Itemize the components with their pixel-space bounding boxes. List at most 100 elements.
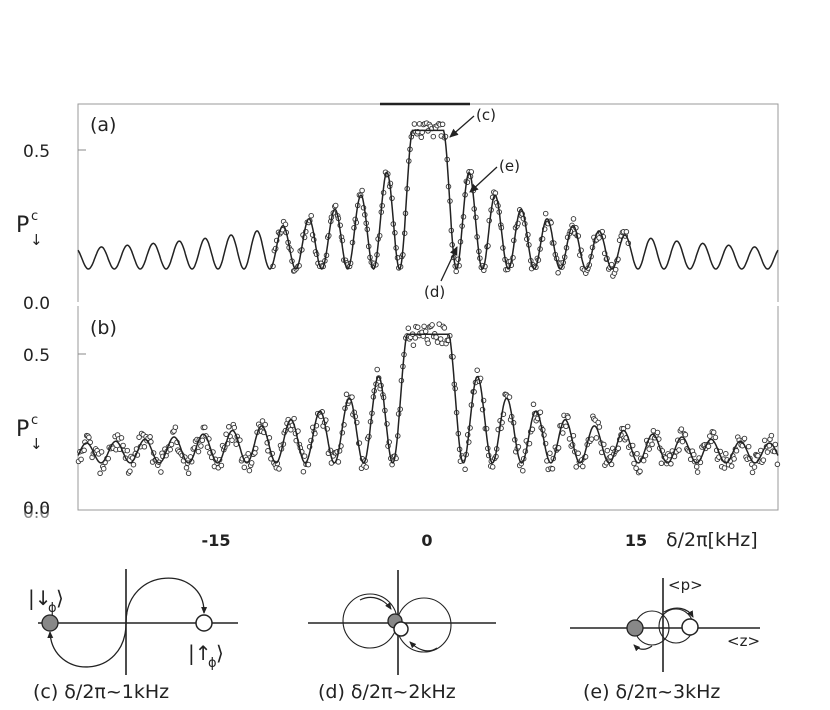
panel-b-data-point xyxy=(462,466,468,473)
panel-a: (a) 0.5 0.0 P c ↓ (c) (e) (d) xyxy=(16,102,779,314)
panel-b-data-point xyxy=(693,463,700,470)
panel-b-data-point xyxy=(637,468,643,475)
panel-b: (b) 0.5 0.0 0.0 P c ↓ -15 0 15 δ/2π[kHz] xyxy=(16,306,781,551)
panel-b-data-point xyxy=(198,443,204,449)
panel-b-data-point xyxy=(127,468,133,474)
panel-b-data-point xyxy=(575,450,581,457)
panel-a-label: (a) xyxy=(90,114,116,136)
panel-b-data-point xyxy=(520,467,526,474)
panel-b-data-point xyxy=(246,467,253,474)
panel-b-data-point xyxy=(768,432,775,439)
svg-text:P: P xyxy=(16,417,29,442)
panel-b-data-point xyxy=(86,434,92,441)
panel-b-data-point xyxy=(760,457,767,463)
panel-b-data-point xyxy=(441,325,448,331)
svg-text:ϕ: ϕ xyxy=(48,601,57,616)
panel-b-data-point xyxy=(580,463,586,470)
panel-a-data-point xyxy=(570,216,577,222)
panel-b-fit-curve xyxy=(77,333,779,464)
panel-b-data-point xyxy=(595,419,601,426)
panel-b-data-point xyxy=(489,464,496,470)
panel-b-data-point xyxy=(183,465,190,471)
svg-text:⟩: ⟩ xyxy=(56,586,64,610)
inset-c-caption: (c) δ/2π~1kHz xyxy=(33,681,169,703)
svg-text:↓: ↓ xyxy=(30,231,43,249)
panel-a-frame xyxy=(77,103,779,302)
inset-c-label-down: |↓ ϕ ⟩ xyxy=(28,586,64,616)
panel-b-data-point xyxy=(631,460,637,467)
panel-b-data-point xyxy=(291,415,297,422)
panel-a-ytick-label-0.5: 0.5 xyxy=(23,142,50,162)
panel-b-data-point xyxy=(241,464,248,471)
panel-a-data-point xyxy=(282,221,289,228)
panel-b-data-point xyxy=(646,446,652,452)
panel-b-data-point xyxy=(658,460,665,467)
panel-a-data-point xyxy=(555,270,561,276)
panel-b-data-point xyxy=(676,447,682,453)
inset-e-arrow-lower xyxy=(633,644,653,652)
panel-b-data-point xyxy=(678,426,685,432)
panel-b-data-point xyxy=(202,424,208,431)
annotation-e: (e) xyxy=(499,157,520,175)
panel-b-data-point xyxy=(231,424,238,431)
xtick-label-15: 15 xyxy=(625,531,647,550)
inset-c-arc-lower xyxy=(47,622,127,668)
panel-a-data-point xyxy=(439,121,446,128)
panel-b-data-point xyxy=(118,435,125,441)
panel-b-frame xyxy=(77,306,779,511)
panel-b-data-point xyxy=(633,465,639,471)
panel-b-data-point xyxy=(218,462,225,469)
inset-e-caption: (e) δ/2π~3kHz xyxy=(583,681,720,703)
panel-b-data-point xyxy=(728,463,735,469)
inset-d: (d) δ/2π~2kHz xyxy=(308,570,496,703)
panel-a-data-point xyxy=(332,202,339,209)
panel-b-ytick-label-0.0: 0.0 xyxy=(23,499,50,519)
panel-a-ytick-label-0.0: 0.0 xyxy=(23,294,50,314)
panel-a-data-point xyxy=(308,212,314,219)
panel-b-data-point xyxy=(649,441,655,448)
inset-c-label-up: |↑ ϕ ⟩ xyxy=(188,641,224,671)
annotation-e-arrow xyxy=(469,166,498,193)
panel-b-data-point xyxy=(97,470,103,477)
panel-a-data-point xyxy=(542,210,549,217)
xaxis-label: δ/2π[kHz] xyxy=(666,529,758,551)
panel-b-data-point xyxy=(81,447,87,454)
annotation-d-arrow xyxy=(440,246,458,282)
svg-text:|↓: |↓ xyxy=(28,586,52,610)
panel-b-data-point xyxy=(593,435,600,441)
panel-a-data-point xyxy=(430,133,437,140)
panel-b-data-point xyxy=(437,336,444,342)
inset-e: <p> <z> (e) δ/2π~3kHz xyxy=(570,576,760,703)
panel-b-data-point xyxy=(167,446,173,453)
panel-b-data-point xyxy=(764,449,771,455)
panel-b-data-point xyxy=(300,468,307,475)
panel-b-ytick-label-0.5: 0.5 xyxy=(23,346,50,366)
panel-b-data-point xyxy=(694,469,701,475)
panel-a-data-point xyxy=(359,187,365,194)
panel-b-data-point xyxy=(349,394,355,400)
panel-b-data-point xyxy=(596,424,603,430)
panel-b-data-point xyxy=(634,450,640,457)
svg-text:c: c xyxy=(31,413,38,428)
panel-b-data-point xyxy=(749,469,756,476)
panel-b-data-point xyxy=(741,435,748,442)
panel-b-data-point xyxy=(774,461,781,468)
annotation-d: (d) xyxy=(424,283,445,301)
panel-b-data-point xyxy=(654,429,661,436)
panel-b-data-point xyxy=(305,461,312,468)
panel-b-data-point xyxy=(723,450,729,457)
panel-b-data-point xyxy=(682,431,689,438)
inset-d-up-state-point xyxy=(393,621,409,637)
panel-b-data-point xyxy=(560,430,566,436)
panel-b-data-point xyxy=(588,436,595,442)
panel-b-data-point xyxy=(199,437,206,444)
svg-text:|↑: |↑ xyxy=(188,641,212,665)
panel-b-ytick-label-0.0-overprint: 0.0 xyxy=(23,503,50,523)
panel-b-data-point xyxy=(185,470,192,477)
panel-b-data-point xyxy=(363,464,369,470)
panel-b-data-point xyxy=(414,324,421,330)
panel-b-data-point xyxy=(410,342,417,348)
panel-a-data-point xyxy=(612,266,619,273)
panel-b-data-point xyxy=(707,433,713,439)
